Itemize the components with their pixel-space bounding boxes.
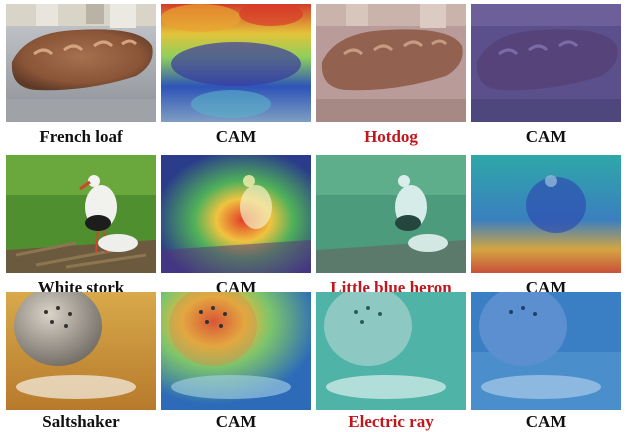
caption-true-label: Saltshaker — [42, 412, 120, 431]
caption-cam: CAM — [525, 412, 567, 431]
caption-predicted-label: Electric ray — [348, 412, 434, 431]
caption-true-label: French loaf — [39, 127, 123, 146]
cam-heatmap-white-stork — [161, 155, 311, 273]
image-white-stork-heron — [316, 155, 466, 273]
cam-heatmap-hotdog — [471, 4, 621, 122]
image-saltshaker — [6, 292, 156, 410]
caption-predicted-label: Hotdog — [364, 127, 418, 146]
image-saltshaker-electric-ray — [316, 292, 466, 410]
figure-grid: French loaf CAM — [6, 0, 623, 432]
image-french-loaf-hotdog — [316, 4, 466, 122]
cam-heatmap-heron — [471, 155, 621, 273]
image-french-loaf — [6, 4, 156, 122]
cam-heatmap-saltshaker — [161, 292, 311, 410]
cam-heatmap-electric-ray — [471, 292, 621, 410]
cam-heatmap-french-loaf — [161, 4, 311, 122]
caption-cam: CAM — [525, 127, 567, 146]
image-white-stork — [6, 155, 156, 273]
caption-cam: CAM — [215, 127, 257, 146]
caption-cam: CAM — [215, 412, 257, 431]
